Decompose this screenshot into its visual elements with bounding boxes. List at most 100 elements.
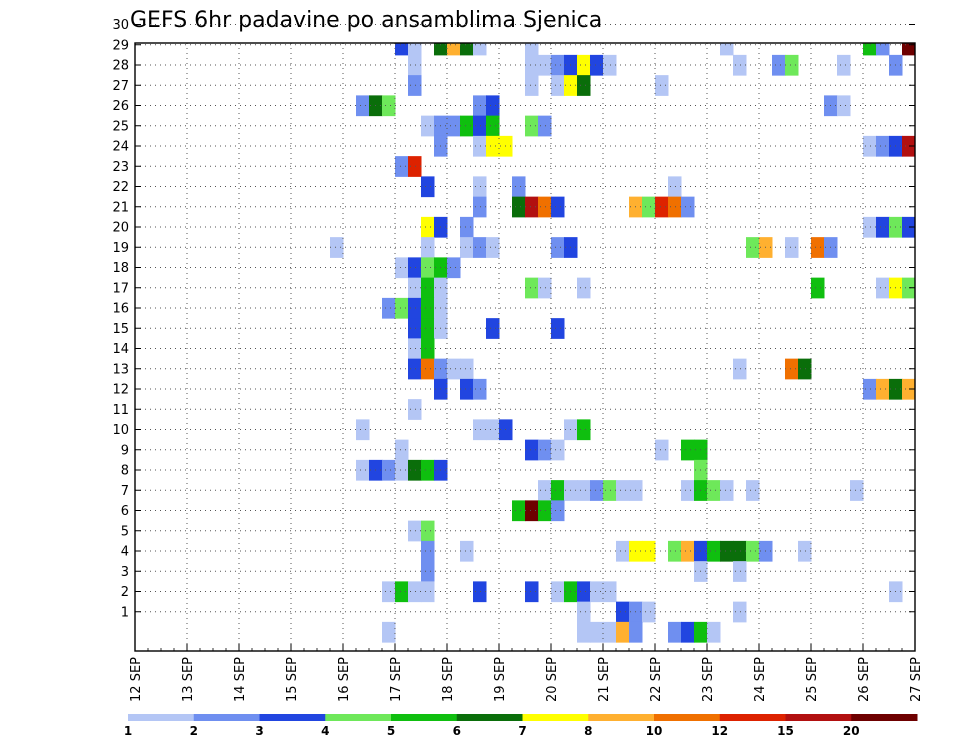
x-tick-label: 19 SEP [493, 657, 508, 702]
heatmap-cell [382, 297, 396, 319]
heatmap-cell [590, 480, 604, 501]
heatmap-cell [577, 581, 591, 603]
heatmap-cell [603, 54, 617, 76]
legend-swatch [654, 714, 721, 721]
heatmap-cell [408, 358, 422, 380]
heatmap-cell [525, 196, 539, 218]
heatmap-cell [460, 216, 474, 238]
y-tick-label: 27 [112, 79, 129, 94]
heatmap-cell [603, 480, 617, 501]
heatmap-cell [382, 459, 396, 481]
heatmap-cell [408, 459, 422, 481]
heatmap-cell [486, 115, 500, 137]
heatmap-cell [512, 196, 526, 218]
x-tick-label: 13 SEP [181, 657, 196, 702]
heatmap-cell [421, 581, 435, 603]
heatmap-cell [681, 196, 695, 218]
heatmap-cell [421, 561, 435, 582]
heatmap-cell [681, 480, 695, 501]
heatmap-cell [837, 95, 851, 117]
heatmap-cell [538, 54, 552, 76]
x-tick-label: 16 SEP [337, 657, 352, 702]
heatmap-cell [876, 378, 890, 400]
x-tick-label: 15 SEP [285, 657, 300, 702]
heatmap-cell [447, 43, 461, 56]
x-tick-label: 26 SEP [857, 657, 872, 702]
heatmap-cell [408, 297, 422, 319]
heatmap-cell [681, 540, 695, 562]
heatmap-cell [525, 277, 539, 299]
legend-swatch [391, 714, 458, 721]
heatmap-cell [525, 581, 539, 603]
heatmap-cell [395, 581, 409, 603]
y-tick-label: 24 [112, 140, 129, 155]
heatmap-cell [473, 135, 487, 157]
heatmap-cell [395, 156, 409, 177]
heatmap-cell [512, 176, 526, 198]
legend-swatch [259, 714, 326, 721]
heatmap-cell [486, 237, 500, 258]
heatmap-cell [538, 480, 552, 501]
heatmap-cell [538, 115, 552, 137]
legend-label: 3 [255, 724, 263, 738]
x-tick-label: 21 SEP [597, 657, 612, 702]
heatmap-cell [421, 297, 435, 319]
heatmap-cell [707, 480, 721, 501]
heatmap-cell [876, 43, 890, 56]
heatmap-cell [551, 318, 565, 339]
heatmap-cell [577, 54, 591, 76]
heatmap-cell [902, 378, 916, 400]
legend-swatch [851, 714, 918, 721]
heatmap-cell [421, 520, 435, 542]
heatmap-cell [876, 216, 890, 238]
x-tick-label: 18 SEP [441, 657, 456, 702]
heatmap-cell [421, 277, 435, 299]
heatmap-cell [408, 581, 422, 603]
heatmap-cell [395, 257, 409, 279]
y-tick-label: 8 [121, 464, 129, 479]
legend-swatch [456, 714, 523, 721]
heatmap-cell [629, 621, 643, 643]
x-tick-label: 17 SEP [389, 657, 404, 702]
heatmap-cell [720, 43, 734, 56]
color-legend: 1 2 3 4 5 6 7 8 10 12 15 20 [124, 714, 918, 738]
heatmap-cell [746, 480, 760, 501]
legend-label: 1 [124, 724, 132, 738]
legend-swatch [193, 714, 260, 721]
y-tick-label: 14 [112, 342, 129, 357]
heatmap-cell [590, 621, 604, 643]
heatmap-cell [668, 621, 682, 643]
heatmap-cell [408, 399, 422, 420]
heatmap-cell [382, 95, 396, 117]
heatmap-cell [421, 257, 435, 279]
heatmap-cell [408, 43, 422, 56]
y-tick-label: 17 [112, 281, 129, 296]
heatmap-cell [785, 237, 799, 258]
heatmap-cell [551, 581, 565, 603]
heatmap-cell [525, 43, 539, 56]
heatmap-cell [486, 95, 500, 117]
heatmap-cell [655, 439, 669, 461]
y-tick-label: 21 [112, 200, 129, 215]
heatmap-cell [382, 621, 396, 643]
heatmap-cell [408, 75, 422, 96]
heatmap-cell [863, 216, 877, 238]
heatmap-cell [863, 43, 877, 56]
heatmap-cell [902, 216, 916, 238]
heatmap-cell [655, 196, 669, 218]
heatmap-cell [408, 520, 422, 542]
heatmap-cell [473, 43, 487, 56]
heatmap-cell [473, 176, 487, 198]
legend-label: 8 [584, 724, 592, 738]
heatmap-cell [525, 54, 539, 76]
x-tick-label: 24 SEP [753, 657, 768, 702]
y-tick-label: 25 [112, 119, 129, 134]
heatmap-cell [525, 439, 539, 461]
heatmap-cell [577, 419, 591, 441]
heatmap-cell [525, 500, 539, 522]
x-tick-label: 25 SEP [805, 657, 820, 702]
heatmap-cell [577, 75, 591, 96]
heatmap-cell [668, 176, 682, 198]
heatmap-cell [772, 54, 786, 76]
legend-label: 20 [843, 724, 860, 738]
